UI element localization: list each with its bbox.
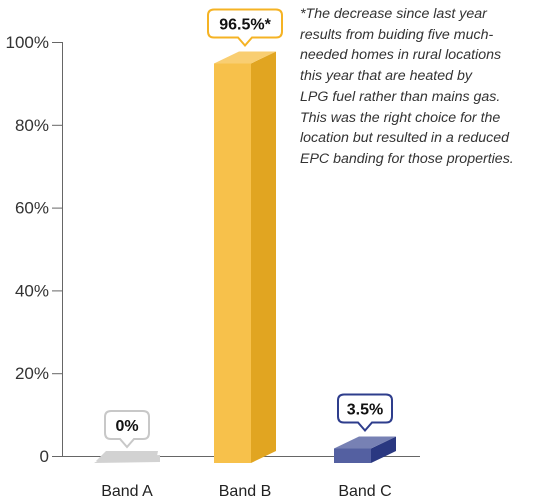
bar-band-b — [214, 51, 276, 463]
footnote-line: EPC banding for those properties. — [300, 149, 544, 170]
value-label: 96.5%* — [219, 16, 271, 33]
y-tick-label: 60% — [15, 199, 49, 218]
category-label: Band B — [219, 483, 271, 500]
y-tick-label: 100% — [6, 33, 49, 52]
value-label: 0% — [115, 418, 138, 435]
value-callout: 96.5%* — [208, 9, 282, 45]
value-callout: 3.5% — [338, 395, 392, 431]
bar-front-face — [334, 449, 371, 463]
footnote-annotation: *The decrease since last yearresults fro… — [300, 4, 544, 170]
category-label: Band A — [101, 483, 153, 500]
y-tick-label: 0 — [40, 447, 49, 466]
value-callout: 0% — [105, 411, 149, 447]
footnote-line: This was the right choice for the — [300, 108, 544, 129]
bar-band-a — [94, 451, 160, 463]
y-tick-label: 80% — [15, 116, 49, 135]
footnote-line: results from buiding five much- — [300, 25, 544, 46]
footnote-line: LPG fuel rather than mains gas. — [300, 87, 544, 108]
category-labels: Band A Band B Band C — [101, 483, 391, 500]
y-tick-label: 40% — [15, 281, 49, 300]
footnote-line: this year that are heated by — [300, 66, 544, 87]
value-label: 3.5% — [347, 402, 383, 419]
bar-front-face — [214, 63, 251, 463]
footnote-line: *The decrease since last year — [300, 4, 544, 25]
bar-band-c — [334, 437, 396, 463]
footnote-line: location but resulted in a reduced — [300, 128, 544, 149]
y-tick-label: 20% — [15, 364, 49, 383]
footnote-line: needed homes in rural locations — [300, 45, 544, 66]
bar-side-face — [251, 51, 276, 463]
category-label: Band C — [338, 483, 391, 500]
